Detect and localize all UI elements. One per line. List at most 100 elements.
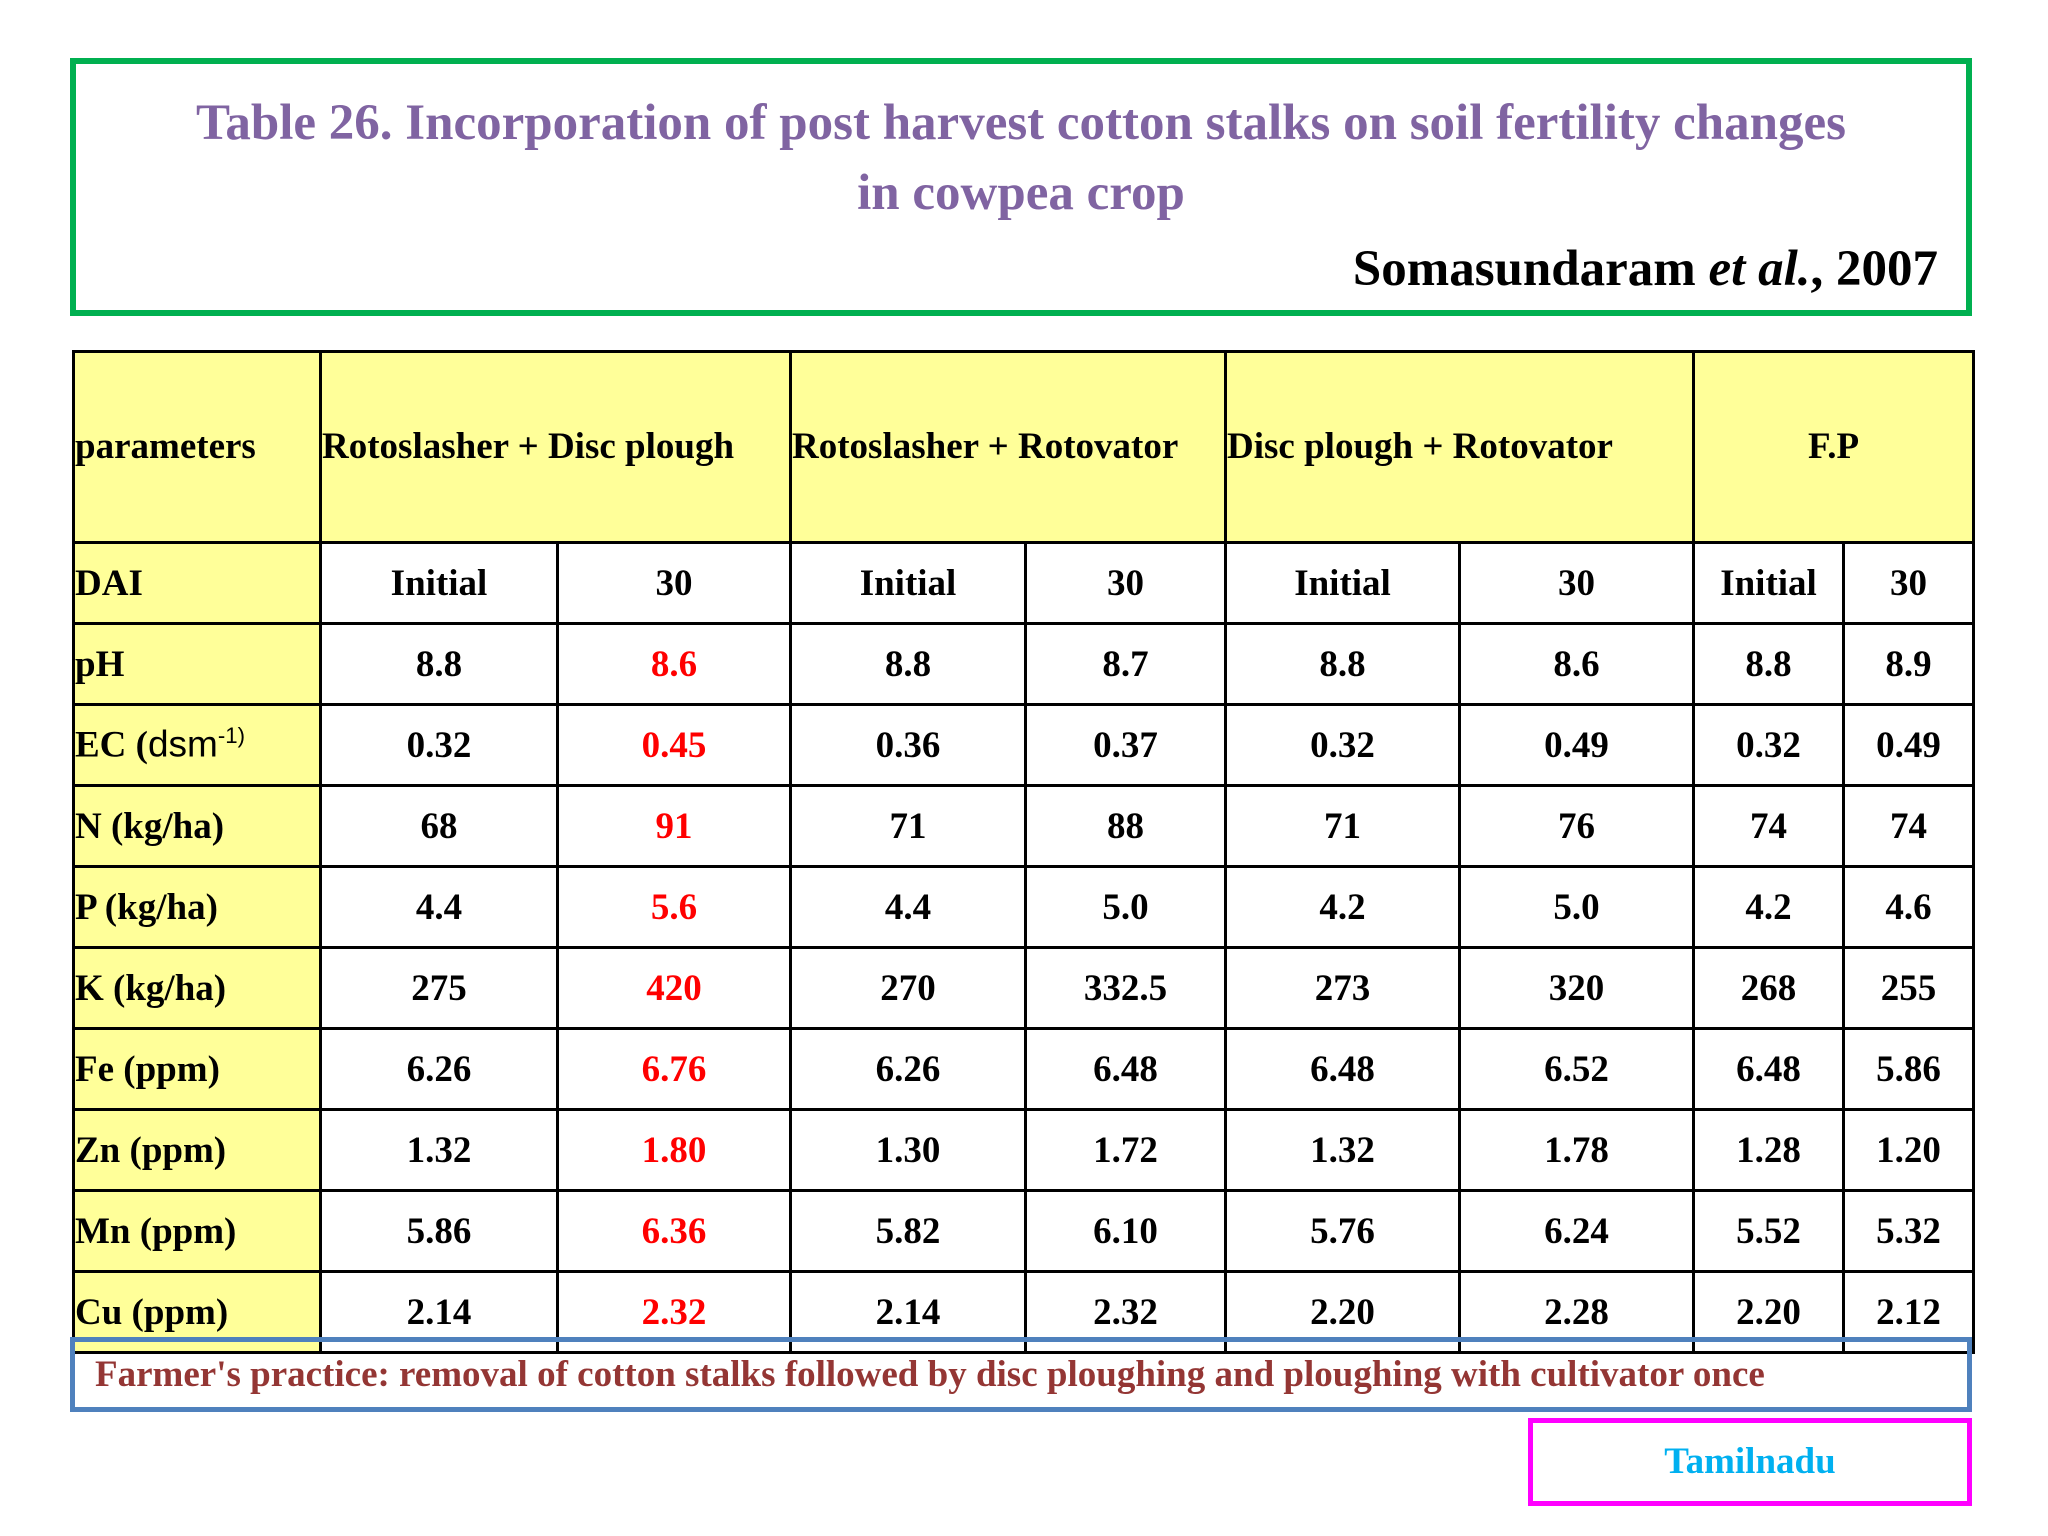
param-label-unit: dsm (147, 723, 218, 765)
table-cell: 1.30 (789, 1108, 1028, 1192)
table-cell: 8.8 (1224, 622, 1462, 706)
table-cell: 8.6 (555, 622, 793, 706)
treatment-header: Rotoslasher + Disc plough (318, 350, 793, 544)
table-cell: 1.72 (1024, 1108, 1228, 1192)
dai-initial: Initial (319, 541, 559, 625)
table-cell: 5.0 (1458, 865, 1696, 949)
table-cell: 6.24 (1458, 1189, 1696, 1273)
table-cell: 5.82 (789, 1189, 1028, 1273)
table-title-line1: Table 26. Incorporation of post harvest … (196, 95, 1846, 151)
table-cell: 0.32 (319, 703, 559, 787)
soil-fertility-table: parameters Rotoslasher + Disc plough Rot… (72, 350, 1976, 1354)
table-title-line2: in cowpea crop (857, 165, 1185, 221)
table-title: Table 26. Incorporation of post harvest … (76, 88, 1966, 228)
table-cell: 74 (1842, 784, 1976, 868)
table-cell: 0.49 (1842, 703, 1976, 787)
table-cell: 255 (1842, 946, 1976, 1030)
table-row: Fe (ppm) 6.26 6.76 6.26 6.48 6.48 6.52 6… (72, 1027, 1976, 1111)
farmers-practice-note: Farmer's practice: removal of cotton sta… (70, 1337, 1972, 1412)
table-cell: 6.48 (1692, 1027, 1846, 1111)
table-cell: 270 (789, 946, 1028, 1030)
table-cell: 74 (1692, 784, 1846, 868)
dai-30: 30 (1842, 541, 1976, 625)
table-cell: 4.2 (1224, 865, 1462, 949)
table-cell: 4.4 (789, 865, 1028, 949)
table-cell: 6.26 (319, 1027, 559, 1111)
table-cell: 88 (1024, 784, 1228, 868)
title-box: Table 26. Incorporation of post harvest … (70, 58, 1972, 316)
dai-30: 30 (1458, 541, 1696, 625)
table-cell: 6.10 (1024, 1189, 1228, 1273)
citation: Somasundaram et al., 2007 (1353, 234, 1938, 304)
table-cell: 68 (319, 784, 559, 868)
table-cell: 5.86 (1842, 1027, 1976, 1111)
table-cell: 4.2 (1692, 865, 1846, 949)
treatment-header: Rotoslasher + Rotovator (789, 350, 1228, 544)
table-cell: 8.7 (1024, 622, 1228, 706)
table-cell: 8.8 (789, 622, 1028, 706)
table-cell: 320 (1458, 946, 1696, 1030)
table-cell: 268 (1692, 946, 1846, 1030)
param-label: P (kg/ha) (72, 865, 322, 949)
table-cell: 6.48 (1224, 1027, 1462, 1111)
dai-label: DAI (72, 541, 322, 625)
table-row: pH 8.8 8.6 8.8 8.7 8.8 8.6 8.8 8.9 (72, 622, 1976, 706)
header-row: parameters Rotoslasher + Disc plough Rot… (72, 350, 1976, 544)
table-row: K (kg/ha) 275 420 270 332.5 273 320 268 … (72, 946, 1976, 1030)
param-label: Mn (ppm) (72, 1189, 322, 1273)
parameters-header: parameters (72, 350, 322, 544)
table-cell: 0.49 (1458, 703, 1696, 787)
table-cell: 1.20 (1842, 1108, 1976, 1192)
table-cell: 1.80 (555, 1108, 793, 1192)
treatment-header: F.P (1692, 350, 1976, 544)
table-cell: 71 (789, 784, 1028, 868)
param-label: EC (dsm-1) (72, 703, 322, 787)
param-label: N (kg/ha) (72, 784, 322, 868)
citation-year: , 2007 (1810, 241, 1939, 297)
table-cell: 0.45 (555, 703, 793, 787)
param-label: Zn (ppm) (72, 1108, 322, 1192)
table-cell: 8.8 (319, 622, 559, 706)
table-cell: 6.52 (1458, 1027, 1696, 1111)
citation-author: Somasundaram (1352, 241, 1709, 297)
table-cell: 0.36 (789, 703, 1028, 787)
table-cell: 5.32 (1842, 1189, 1976, 1273)
table-cell: 275 (319, 946, 559, 1030)
table-cell: 8.9 (1842, 622, 1976, 706)
table-cell: 76 (1458, 784, 1696, 868)
table-cell: 5.86 (319, 1189, 559, 1273)
table-cell: 4.4 (319, 865, 559, 949)
table-cell: 91 (555, 784, 793, 868)
table-cell: 1.32 (319, 1108, 559, 1192)
table-cell: 6.36 (555, 1189, 793, 1273)
dai-initial: Initial (1224, 541, 1462, 625)
table-cell: 8.8 (1692, 622, 1846, 706)
table-row: Zn (ppm) 1.32 1.80 1.30 1.72 1.32 1.78 1… (72, 1108, 1976, 1192)
table-cell: 5.0 (1024, 865, 1228, 949)
dai-30: 30 (1024, 541, 1228, 625)
table-cell: 6.48 (1024, 1027, 1228, 1111)
table-cell: 273 (1224, 946, 1462, 1030)
table-cell: 71 (1224, 784, 1462, 868)
treatment-header: Disc plough + Rotovator (1224, 350, 1696, 544)
table-row: P (kg/ha) 4.4 5.6 4.4 5.0 4.2 5.0 4.2 4.… (72, 865, 1976, 949)
table-cell: 0.32 (1224, 703, 1462, 787)
dai-initial: Initial (789, 541, 1028, 625)
table-cell: 1.28 (1692, 1108, 1846, 1192)
table-cell: 0.32 (1692, 703, 1846, 787)
table-row: N (kg/ha) 68 91 71 88 71 76 74 74 (72, 784, 1976, 868)
dai-row: DAI Initial 30 Initial 30 Initial 30 Ini… (72, 541, 1976, 625)
table-cell: 5.76 (1224, 1189, 1462, 1273)
table-cell: 332.5 (1024, 946, 1228, 1030)
table-cell: 0.37 (1024, 703, 1228, 787)
param-label-main: EC ( (75, 724, 148, 766)
table-row: EC (dsm-1) 0.32 0.45 0.36 0.37 0.32 0.49… (72, 703, 1976, 787)
table-cell: 420 (555, 946, 793, 1030)
region-label: Tamilnadu (1528, 1418, 1972, 1506)
dai-initial: Initial (1692, 541, 1846, 625)
table-row: Mn (ppm) 5.86 6.36 5.82 6.10 5.76 6.24 5… (72, 1189, 1976, 1273)
table-cell: 5.52 (1692, 1189, 1846, 1273)
dai-30: 30 (555, 541, 793, 625)
table-cell: 1.78 (1458, 1108, 1696, 1192)
table-cell: 1.32 (1224, 1108, 1462, 1192)
